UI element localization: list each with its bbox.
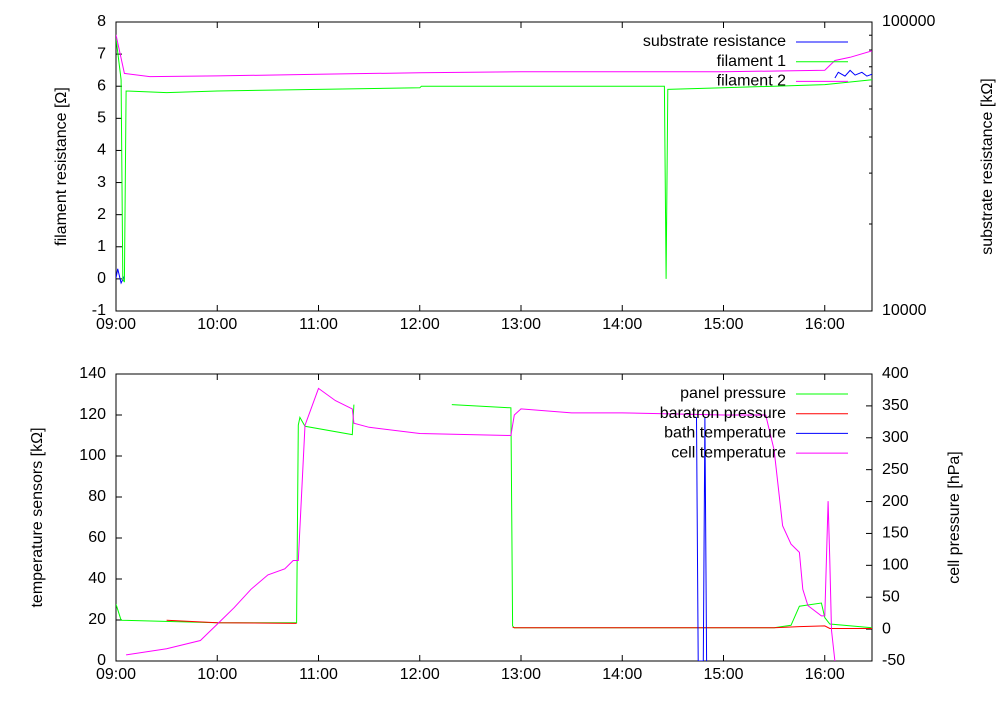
y-tick-label: 20 [88,611,106,628]
y-tick-label: 1 [97,238,106,255]
x-tick-label: 13:00 [501,666,541,683]
y-tick-label: 6 [97,77,106,94]
y-tick-label: 8 [97,13,106,30]
y-tick-label: 4 [97,142,106,159]
y-tick-label: 0 [97,270,106,287]
x-tick-label: 14:00 [602,666,642,683]
legend-label: cell temperature [671,444,786,461]
series-line [116,38,872,283]
y-tick-label: 0 [97,652,106,669]
x-tick-label: 09:00 [96,316,136,333]
x-tick-label: 12:00 [400,666,440,683]
y2-axis-label: cell pressure [hPa] [946,451,963,584]
y2-tick-label: 300 [882,429,909,446]
x-tick-label: 14:00 [602,316,642,333]
y2-tick-label: 100 [882,557,909,574]
x-tick-label: 16:00 [805,316,845,333]
legend-label: filament 2 [717,73,786,90]
legend-label: baratron pressure [660,405,786,422]
x-tick-label: 11:00 [299,666,338,683]
y-tick-label: 80 [88,488,106,505]
y2-tick-label: 250 [882,461,909,478]
y2-tick-label: 200 [882,493,909,510]
series-line [451,404,872,629]
legend-label: panel pressure [680,385,786,402]
x-tick-label: 12:00 [400,316,440,333]
x-tick-label: 10:00 [197,316,237,333]
series-line [126,387,836,661]
y-tick-label: -1 [92,302,106,319]
y2-tick-label: 150 [882,525,909,542]
y-tick-label: 2 [97,206,106,223]
y2-tick-label: 400 [882,365,909,382]
series-line [834,69,872,79]
series-line [512,625,872,629]
x-tick-label: 16:00 [805,666,845,683]
x-tick-label: 15:00 [703,316,743,333]
x-tick-label: 09:00 [96,666,136,683]
y-tick-label: 3 [97,174,106,191]
y2-tick-label: 10000 [882,302,927,319]
series-line [116,34,872,78]
y2-tick-label: -50 [882,652,905,669]
y2-tick-label: 0 [882,620,891,637]
series-line [116,404,355,624]
series-line [696,417,708,661]
x-tick-label: 11:00 [299,316,338,333]
x-tick-label: 15:00 [703,666,743,683]
plot-frame [115,373,873,662]
y-tick-label: 40 [88,570,106,587]
y2-tick-label: 50 [882,588,900,605]
y-tick-label: 120 [79,406,106,423]
legend-label: substrate resistance [643,33,786,50]
y-axis-label: temperature sensors [kΩ] [29,427,46,607]
y2-tick-label: 350 [882,397,909,414]
y2-axis-label: substrate resistance [kΩ] [979,78,996,254]
y-tick-label: 60 [88,529,106,546]
plot-frame [115,21,873,312]
y-axis-label: filament resistance [Ω] [53,87,70,246]
y-tick-label: 7 [97,45,106,62]
x-tick-label: 10:00 [197,666,237,683]
y-tick-label: 140 [79,365,106,382]
legend-label: bath temperature [664,425,786,442]
y-tick-label: 5 [97,110,106,127]
x-tick-label: 13:00 [501,316,541,333]
legend-label: filament 1 [717,53,786,70]
series-line [166,619,297,624]
y2-tick-label: 100000 [882,13,935,30]
y-tick-label: 100 [79,447,106,464]
